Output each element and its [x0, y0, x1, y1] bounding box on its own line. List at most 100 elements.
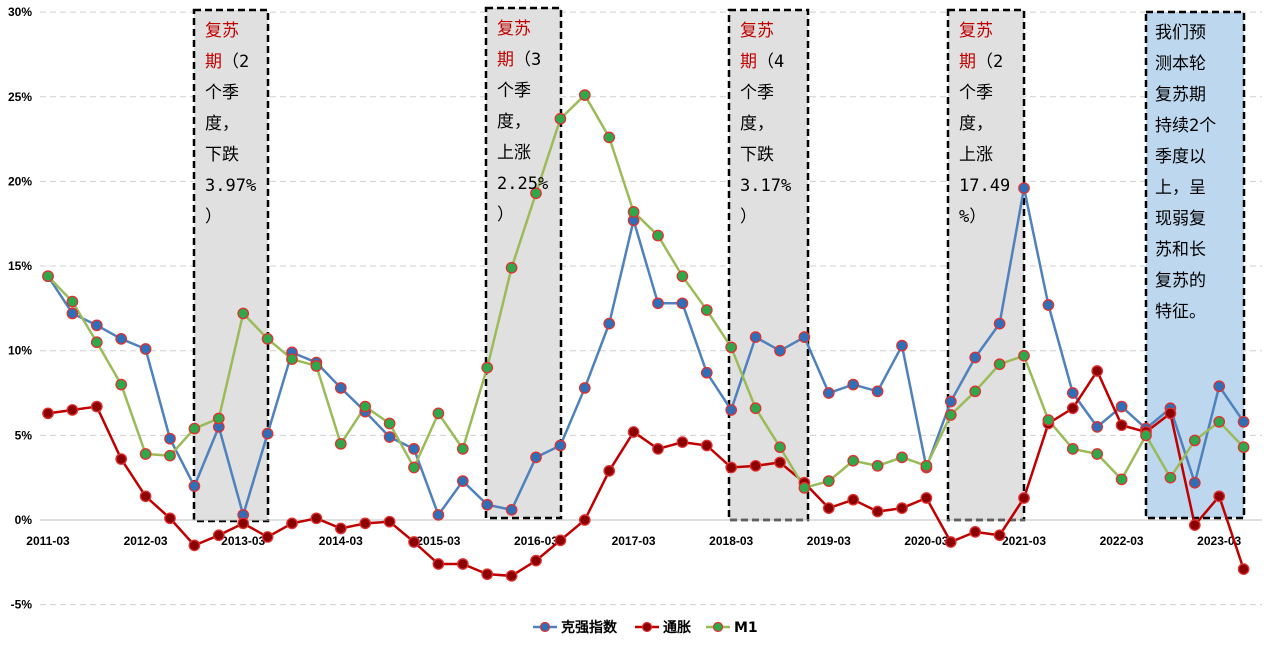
annotation-text: 度，: [205, 114, 239, 134]
data-point-1: [1115, 419, 1128, 432]
data-point-1: [1091, 365, 1104, 377]
annotation-frame: [1144, 10, 1246, 520]
y-tick-label: 30%: [8, 5, 32, 19]
annotation-line: 2.25%: [497, 174, 548, 194]
data-point-0: [1188, 476, 1201, 489]
annotation-line: （2: [222, 52, 249, 72]
annotation-text: ）: [497, 205, 514, 225]
data-point-1: [359, 517, 372, 530]
data-point-1: [774, 456, 786, 469]
data-point-1: [1164, 407, 1177, 420]
annotation-highlight: 期: [959, 52, 976, 72]
annotation-text: 上，呈: [1155, 178, 1206, 198]
y-tick-label: 0%: [15, 513, 33, 527]
annotation-highlight: 期: [497, 50, 514, 70]
annotation-line: 苏和长: [1155, 240, 1206, 260]
data-point-1: [871, 505, 884, 518]
data-point-1: [188, 539, 201, 552]
y-tick-label: 20%: [8, 174, 32, 188]
data-point-1: [237, 517, 250, 530]
annotation-text: ）: [205, 207, 222, 227]
data-point-1: [627, 426, 640, 438]
data-point-1: [969, 526, 982, 538]
legend-item[interactable]: 通胀: [635, 620, 691, 636]
data-point-2: [1213, 415, 1226, 428]
annotation-line: 上，呈: [1155, 178, 1206, 198]
data-point-1: [676, 436, 689, 448]
data-point-1: [456, 558, 469, 570]
annotation-highlight: 期: [740, 52, 757, 72]
y-tick-label: -5%: [11, 598, 33, 612]
data-point-2: [481, 361, 494, 374]
annotation-box: [1144, 10, 1246, 520]
annotation-text: 度，: [959, 114, 993, 134]
data-point-0: [188, 480, 201, 492]
data-point-2: [359, 400, 372, 413]
legend-marker: [712, 621, 724, 633]
x-tick-label: 2021-03: [1002, 534, 1046, 548]
annotation-text: 上涨: [959, 145, 993, 165]
data-point-1: [603, 465, 616, 477]
data-point-1: [164, 512, 176, 525]
data-point-2: [896, 451, 908, 464]
x-tick-label: 2022-03: [1100, 534, 1144, 548]
annotation-box: [727, 8, 810, 522]
data-point-2: [676, 270, 689, 283]
data-point-2: [334, 437, 347, 450]
annotation-highlight: 复苏: [740, 21, 774, 41]
data-point-1: [920, 492, 933, 504]
data-point-1: [334, 522, 347, 535]
annotation-text: 期（4: [740, 52, 784, 72]
data-point-2: [1237, 441, 1250, 454]
annotation-text: 下跌: [740, 145, 774, 165]
annotation-line: 个季: [740, 83, 774, 103]
data-point-1: [1213, 490, 1226, 503]
data-point-2: [66, 295, 79, 308]
data-point-2: [847, 454, 860, 467]
data-point-0: [139, 343, 152, 355]
data-point-1: [1018, 492, 1030, 504]
data-point-2: [188, 422, 201, 435]
data-point-0: [749, 331, 762, 344]
data-point-2: [1188, 434, 1201, 447]
data-point-2: [383, 417, 396, 430]
series-line-0: [46, 187, 1245, 520]
annotation-highlight: 复苏: [205, 21, 239, 41]
data-point-2: [749, 402, 762, 415]
data-point-2: [456, 443, 469, 455]
data-point-0: [700, 366, 713, 379]
annotation-highlight: 期: [205, 52, 222, 72]
data-point-2: [1042, 414, 1055, 426]
legend-item[interactable]: M1: [706, 620, 758, 636]
data-point-1: [554, 534, 567, 547]
data-point-1: [1237, 563, 1250, 575]
annotation-text: 特征。: [1155, 302, 1206, 322]
annotation-line: 我们预: [1155, 23, 1206, 43]
y-tick-label: 10%: [8, 344, 32, 358]
data-point-0: [1213, 380, 1226, 393]
data-point-2: [139, 448, 152, 460]
data-point-2: [310, 360, 323, 372]
annotation-line: 个季: [959, 83, 993, 103]
data-point-2: [90, 336, 103, 349]
annotation-line: （2: [976, 52, 1003, 72]
data-point-0: [603, 317, 616, 330]
annotation-frame: [727, 8, 810, 522]
data-point-0: [871, 385, 884, 398]
data-point-1: [90, 400, 103, 413]
data-point-1: [896, 502, 908, 514]
annotation-line: 度，: [740, 114, 774, 134]
annotation-line: （4: [757, 52, 784, 72]
annotation-text: ）: [740, 207, 757, 227]
annotation-line: 复苏期: [1155, 85, 1206, 105]
data-point-2: [871, 459, 884, 472]
data-point-0: [115, 332, 128, 345]
data-point-2: [627, 206, 640, 218]
data-point-1: [432, 558, 445, 570]
data-point-0: [1042, 299, 1055, 311]
x-tick-label: 2014-03: [319, 534, 363, 548]
legend-item[interactable]: 克强指数: [533, 619, 618, 636]
annotation-line: 上涨: [497, 143, 531, 163]
legend-label: 克强指数: [561, 619, 618, 636]
